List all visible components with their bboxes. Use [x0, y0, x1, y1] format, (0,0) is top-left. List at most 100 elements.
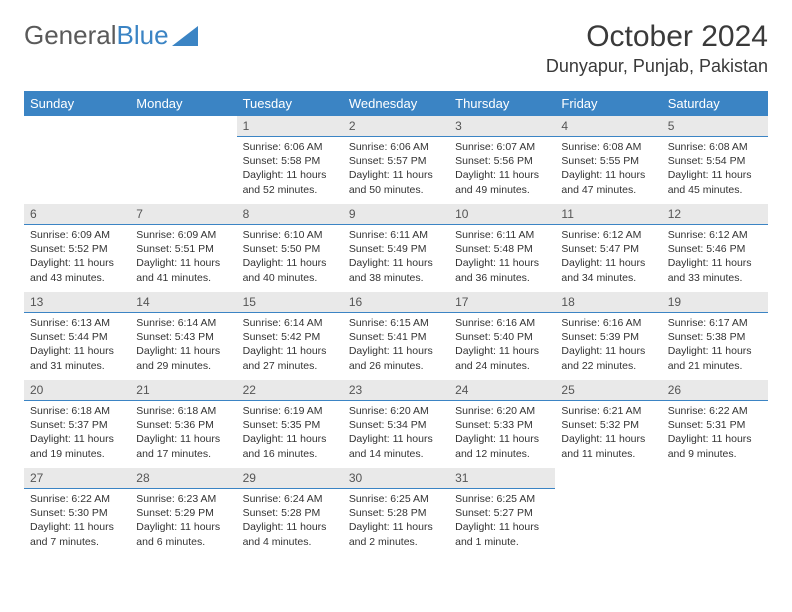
calendar-week-row: 13Sunrise: 6:13 AMSunset: 5:44 PMDayligh…: [24, 292, 768, 380]
sunset-text: Sunset: 5:55 PM: [561, 154, 655, 168]
daylight-text: Daylight: 11 hours and 21 minutes.: [668, 344, 762, 372]
sunrise-text: Sunrise: 6:15 AM: [349, 316, 443, 330]
day-number: 21: [130, 380, 236, 401]
day-body: Sunrise: 6:20 AMSunset: 5:33 PMDaylight:…: [449, 401, 555, 467]
calendar-cell: 21Sunrise: 6:18 AMSunset: 5:36 PMDayligh…: [130, 380, 236, 468]
day-number: 30: [343, 468, 449, 489]
sunset-text: Sunset: 5:35 PM: [243, 418, 337, 432]
weekday-header: Sunday: [24, 91, 130, 116]
daylight-text: Daylight: 11 hours and 43 minutes.: [30, 256, 124, 284]
daylight-text: Daylight: 11 hours and 38 minutes.: [349, 256, 443, 284]
daylight-text: Daylight: 11 hours and 22 minutes.: [561, 344, 655, 372]
daylight-text: Daylight: 11 hours and 49 minutes.: [455, 168, 549, 196]
logo-text-part2: Blue: [117, 20, 169, 51]
calendar-cell: 14Sunrise: 6:14 AMSunset: 5:43 PMDayligh…: [130, 292, 236, 380]
day-body: Sunrise: 6:15 AMSunset: 5:41 PMDaylight:…: [343, 313, 449, 379]
day-number: 17: [449, 292, 555, 313]
day-body: Sunrise: 6:09 AMSunset: 5:52 PMDaylight:…: [24, 225, 130, 291]
calendar-cell: 2Sunrise: 6:06 AMSunset: 5:57 PMDaylight…: [343, 116, 449, 204]
calendar-cell: 12Sunrise: 6:12 AMSunset: 5:46 PMDayligh…: [662, 204, 768, 292]
day-body: Sunrise: 6:22 AMSunset: 5:30 PMDaylight:…: [24, 489, 130, 555]
sunrise-text: Sunrise: 6:09 AM: [30, 228, 124, 242]
calendar-cell: 4Sunrise: 6:08 AMSunset: 5:55 PMDaylight…: [555, 116, 661, 204]
day-number: 27: [24, 468, 130, 489]
calendar-cell: 26Sunrise: 6:22 AMSunset: 5:31 PMDayligh…: [662, 380, 768, 468]
day-number: 23: [343, 380, 449, 401]
calendar-cell: [24, 116, 130, 204]
day-number: 4: [555, 116, 661, 137]
daylight-text: Daylight: 11 hours and 24 minutes.: [455, 344, 549, 372]
day-body: Sunrise: 6:07 AMSunset: 5:56 PMDaylight:…: [449, 137, 555, 203]
daylight-text: Daylight: 11 hours and 1 minute.: [455, 520, 549, 548]
day-body: Sunrise: 6:11 AMSunset: 5:49 PMDaylight:…: [343, 225, 449, 291]
calendar-cell: 18Sunrise: 6:16 AMSunset: 5:39 PMDayligh…: [555, 292, 661, 380]
sunset-text: Sunset: 5:39 PM: [561, 330, 655, 344]
sunrise-text: Sunrise: 6:08 AM: [561, 140, 655, 154]
calendar-week-row: 27Sunrise: 6:22 AMSunset: 5:30 PMDayligh…: [24, 468, 768, 556]
sunrise-text: Sunrise: 6:14 AM: [243, 316, 337, 330]
day-number: 25: [555, 380, 661, 401]
day-number: 14: [130, 292, 236, 313]
day-body: Sunrise: 6:20 AMSunset: 5:34 PMDaylight:…: [343, 401, 449, 467]
sunset-text: Sunset: 5:49 PM: [349, 242, 443, 256]
sunset-text: Sunset: 5:51 PM: [136, 242, 230, 256]
calendar-week-row: 20Sunrise: 6:18 AMSunset: 5:37 PMDayligh…: [24, 380, 768, 468]
daylight-text: Daylight: 11 hours and 34 minutes.: [561, 256, 655, 284]
day-number: 7: [130, 204, 236, 225]
sunset-text: Sunset: 5:41 PM: [349, 330, 443, 344]
day-body: Sunrise: 6:06 AMSunset: 5:57 PMDaylight:…: [343, 137, 449, 203]
weekday-header: Saturday: [662, 91, 768, 116]
sunrise-text: Sunrise: 6:09 AM: [136, 228, 230, 242]
sunrise-text: Sunrise: 6:11 AM: [455, 228, 549, 242]
sunrise-text: Sunrise: 6:06 AM: [349, 140, 443, 154]
daylight-text: Daylight: 11 hours and 16 minutes.: [243, 432, 337, 460]
sunset-text: Sunset: 5:28 PM: [243, 506, 337, 520]
sunset-text: Sunset: 5:44 PM: [30, 330, 124, 344]
day-body: Sunrise: 6:25 AMSunset: 5:27 PMDaylight:…: [449, 489, 555, 555]
day-body: Sunrise: 6:08 AMSunset: 5:54 PMDaylight:…: [662, 137, 768, 203]
day-number: 12: [662, 204, 768, 225]
sunrise-text: Sunrise: 6:20 AM: [349, 404, 443, 418]
weekday-header: Wednesday: [343, 91, 449, 116]
day-number: 8: [237, 204, 343, 225]
daylight-text: Daylight: 11 hours and 12 minutes.: [455, 432, 549, 460]
calendar-week-row: 1Sunrise: 6:06 AMSunset: 5:58 PMDaylight…: [24, 116, 768, 204]
daylight-text: Daylight: 11 hours and 19 minutes.: [30, 432, 124, 460]
sunset-text: Sunset: 5:43 PM: [136, 330, 230, 344]
calendar-cell: 6Sunrise: 6:09 AMSunset: 5:52 PMDaylight…: [24, 204, 130, 292]
day-body: Sunrise: 6:17 AMSunset: 5:38 PMDaylight:…: [662, 313, 768, 379]
calendar-cell: 10Sunrise: 6:11 AMSunset: 5:48 PMDayligh…: [449, 204, 555, 292]
day-number: 22: [237, 380, 343, 401]
day-body: Sunrise: 6:10 AMSunset: 5:50 PMDaylight:…: [237, 225, 343, 291]
day-number: 28: [130, 468, 236, 489]
header: GeneralBlue October 2024 Dunyapur, Punja…: [24, 20, 768, 77]
daylight-text: Daylight: 11 hours and 50 minutes.: [349, 168, 443, 196]
calendar-cell: 11Sunrise: 6:12 AMSunset: 5:47 PMDayligh…: [555, 204, 661, 292]
title-block: October 2024 Dunyapur, Punjab, Pakistan: [546, 20, 768, 77]
calendar-cell: [555, 468, 661, 556]
daylight-text: Daylight: 11 hours and 45 minutes.: [668, 168, 762, 196]
daylight-text: Daylight: 11 hours and 6 minutes.: [136, 520, 230, 548]
day-number: 3: [449, 116, 555, 137]
sunrise-text: Sunrise: 6:12 AM: [561, 228, 655, 242]
day-body: Sunrise: 6:18 AMSunset: 5:36 PMDaylight:…: [130, 401, 236, 467]
calendar-cell: 29Sunrise: 6:24 AMSunset: 5:28 PMDayligh…: [237, 468, 343, 556]
day-number: 29: [237, 468, 343, 489]
day-number: 20: [24, 380, 130, 401]
sunset-text: Sunset: 5:31 PM: [668, 418, 762, 432]
daylight-text: Daylight: 11 hours and 33 minutes.: [668, 256, 762, 284]
daylight-text: Daylight: 11 hours and 29 minutes.: [136, 344, 230, 372]
sunset-text: Sunset: 5:46 PM: [668, 242, 762, 256]
daylight-text: Daylight: 11 hours and 14 minutes.: [349, 432, 443, 460]
sunset-text: Sunset: 5:28 PM: [349, 506, 443, 520]
day-number: 5: [662, 116, 768, 137]
day-body: Sunrise: 6:09 AMSunset: 5:51 PMDaylight:…: [130, 225, 236, 291]
sunrise-text: Sunrise: 6:16 AM: [455, 316, 549, 330]
calendar-cell: 13Sunrise: 6:13 AMSunset: 5:44 PMDayligh…: [24, 292, 130, 380]
sunrise-text: Sunrise: 6:24 AM: [243, 492, 337, 506]
day-body: Sunrise: 6:08 AMSunset: 5:55 PMDaylight:…: [555, 137, 661, 203]
daylight-text: Daylight: 11 hours and 41 minutes.: [136, 256, 230, 284]
day-body: Sunrise: 6:06 AMSunset: 5:58 PMDaylight:…: [237, 137, 343, 203]
calendar-cell: 1Sunrise: 6:06 AMSunset: 5:58 PMDaylight…: [237, 116, 343, 204]
day-body: Sunrise: 6:14 AMSunset: 5:42 PMDaylight:…: [237, 313, 343, 379]
